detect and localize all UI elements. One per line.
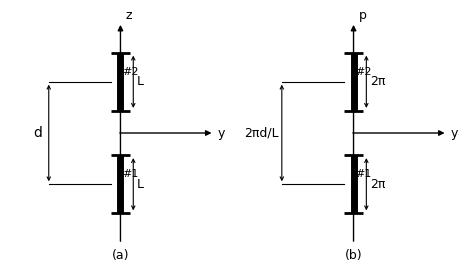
Text: #1: #1 [355, 169, 372, 179]
Text: #2: #2 [355, 67, 372, 77]
Text: p: p [359, 9, 366, 22]
Text: 2πd/L: 2πd/L [244, 127, 278, 139]
Text: #1: #1 [122, 169, 138, 179]
Text: z: z [126, 9, 132, 22]
Text: y: y [218, 127, 225, 139]
Text: (b): (b) [345, 249, 362, 262]
Text: 2π: 2π [370, 75, 385, 88]
Text: #2: #2 [122, 67, 139, 77]
Text: 2π: 2π [370, 178, 385, 191]
Text: y: y [451, 127, 458, 139]
Text: L: L [137, 75, 144, 88]
Text: d: d [33, 126, 42, 140]
Text: (a): (a) [112, 249, 129, 262]
Text: L: L [137, 178, 144, 191]
